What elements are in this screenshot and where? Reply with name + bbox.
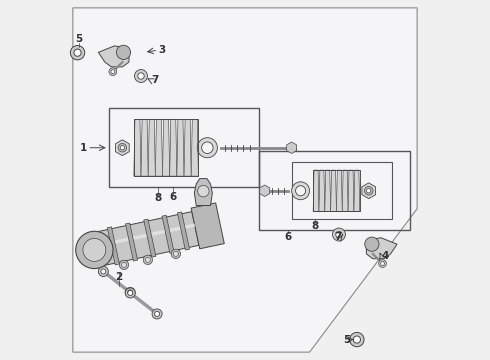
Circle shape [109, 68, 117, 76]
Polygon shape [116, 140, 129, 156]
Polygon shape [155, 119, 163, 176]
Circle shape [74, 49, 81, 56]
Polygon shape [177, 212, 190, 250]
Bar [313, 170, 360, 211]
Polygon shape [144, 219, 156, 257]
Text: 6: 6 [284, 232, 292, 242]
Polygon shape [319, 170, 325, 211]
Polygon shape [177, 119, 184, 176]
Bar [109, 108, 259, 187]
Polygon shape [348, 170, 354, 211]
Polygon shape [134, 119, 141, 176]
Polygon shape [107, 227, 120, 265]
Polygon shape [191, 203, 224, 249]
Circle shape [128, 291, 133, 296]
Circle shape [381, 262, 385, 265]
Circle shape [201, 142, 213, 153]
Polygon shape [163, 119, 170, 176]
Circle shape [120, 145, 124, 150]
Bar [292, 162, 392, 220]
Text: 7: 7 [334, 232, 341, 242]
Circle shape [76, 231, 113, 269]
Circle shape [122, 262, 126, 267]
Circle shape [197, 138, 218, 158]
Circle shape [71, 45, 85, 60]
Circle shape [125, 288, 135, 298]
Bar [134, 119, 198, 176]
Circle shape [143, 255, 152, 265]
Polygon shape [98, 212, 199, 265]
Text: 8: 8 [311, 221, 318, 230]
Polygon shape [325, 170, 331, 211]
Text: 5: 5 [75, 35, 82, 44]
Polygon shape [331, 170, 337, 211]
Polygon shape [162, 215, 174, 253]
Polygon shape [354, 170, 360, 211]
Polygon shape [73, 8, 417, 352]
Circle shape [138, 73, 144, 79]
Text: 3: 3 [158, 45, 166, 55]
Circle shape [154, 311, 160, 316]
Polygon shape [148, 119, 155, 176]
Polygon shape [125, 223, 138, 261]
Polygon shape [362, 183, 375, 199]
Circle shape [152, 309, 162, 319]
Bar [259, 151, 410, 230]
Circle shape [333, 228, 345, 241]
Circle shape [365, 186, 373, 195]
Polygon shape [337, 170, 343, 211]
Circle shape [292, 182, 310, 200]
Circle shape [128, 290, 133, 295]
Circle shape [295, 186, 306, 196]
Polygon shape [260, 185, 270, 197]
Circle shape [101, 269, 106, 274]
Polygon shape [98, 46, 129, 67]
Text: 6: 6 [170, 192, 177, 202]
Circle shape [171, 249, 180, 258]
Circle shape [197, 185, 209, 197]
Polygon shape [343, 170, 348, 211]
Circle shape [111, 70, 115, 74]
Circle shape [117, 45, 131, 59]
Polygon shape [195, 179, 212, 206]
Circle shape [146, 257, 150, 262]
Polygon shape [100, 224, 195, 247]
Circle shape [365, 237, 379, 251]
Polygon shape [367, 238, 397, 259]
Polygon shape [287, 142, 296, 153]
Circle shape [336, 231, 342, 238]
Text: 7: 7 [151, 75, 158, 85]
Text: 2: 2 [115, 272, 122, 282]
Circle shape [379, 260, 387, 267]
Circle shape [125, 287, 135, 297]
Text: 1: 1 [80, 143, 87, 153]
Circle shape [367, 189, 371, 193]
Circle shape [350, 332, 364, 347]
Text: 4: 4 [381, 251, 389, 261]
Circle shape [135, 69, 147, 82]
Polygon shape [141, 119, 148, 176]
Polygon shape [184, 119, 191, 176]
Circle shape [83, 238, 106, 261]
Polygon shape [191, 119, 198, 176]
Text: 5: 5 [343, 334, 350, 345]
Polygon shape [170, 119, 177, 176]
Text: 8: 8 [154, 193, 162, 203]
Polygon shape [313, 170, 319, 211]
Circle shape [98, 266, 108, 276]
Circle shape [118, 143, 126, 152]
Circle shape [353, 336, 361, 343]
Circle shape [173, 251, 178, 256]
Circle shape [119, 260, 129, 270]
